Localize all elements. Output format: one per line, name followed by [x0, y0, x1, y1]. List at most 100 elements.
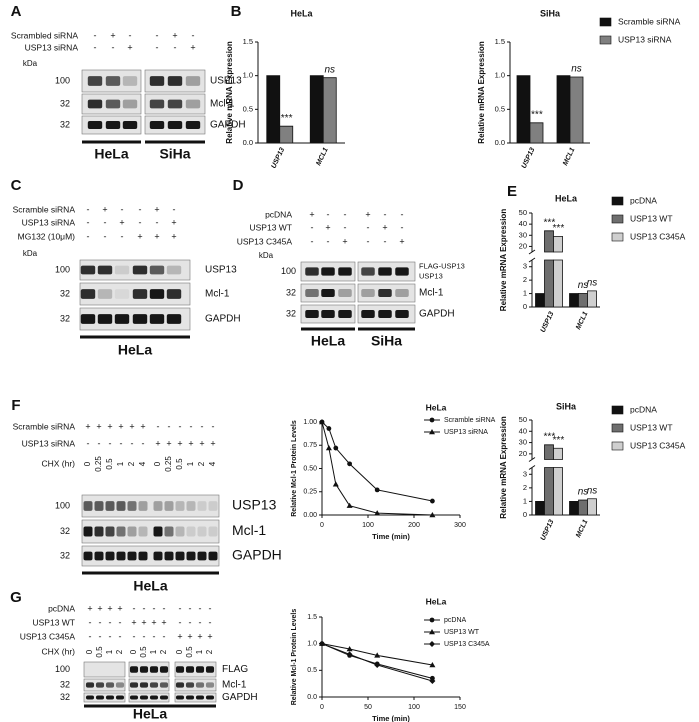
- treatment-sign: +: [172, 30, 177, 40]
- blot-membrane: [128, 678, 170, 692]
- point: [374, 652, 381, 658]
- blot-band: [129, 666, 139, 673]
- blot-band: [159, 682, 169, 688]
- treatment-sign: -: [89, 617, 92, 627]
- blot-band: [166, 289, 182, 299]
- blot-band: [132, 314, 148, 324]
- treatment-sign: -: [133, 603, 136, 613]
- blot-band: [94, 501, 104, 511]
- y-tick-label: 1.00: [303, 419, 317, 426]
- mw-marker: 100: [281, 266, 296, 276]
- y-tick-label: 20: [519, 449, 527, 458]
- legend-swatch: [611, 441, 624, 451]
- mw-marker: 32: [60, 288, 70, 298]
- blot-band: [378, 310, 392, 318]
- y-tick-label: 1.5: [243, 37, 253, 46]
- blot-band: [114, 314, 130, 324]
- mw-marker: 32: [286, 287, 296, 297]
- blot-band: [97, 314, 113, 324]
- blot-band: [175, 682, 185, 688]
- bar: [309, 75, 324, 144]
- treatment-sign: -: [192, 30, 195, 40]
- blot-band: [395, 289, 409, 297]
- blot-band: [175, 666, 185, 673]
- treatment-sign: -: [112, 42, 115, 52]
- y-tick-label: 30: [519, 230, 527, 239]
- legend-label: USP13 C345A: [444, 641, 490, 648]
- chx-time: 0: [153, 461, 162, 466]
- blot-band: [208, 501, 218, 511]
- treatment-sign: +: [382, 222, 387, 232]
- treatment-name: MG132 (10μM): [18, 231, 75, 241]
- blot-band: [305, 267, 319, 276]
- chx-time: 2: [115, 649, 124, 654]
- chx-time: 0.5: [175, 458, 184, 470]
- blot-band: [105, 551, 115, 561]
- blot-band: [149, 666, 159, 673]
- protein-label: Mcl-1: [232, 522, 266, 538]
- blot-band: [153, 526, 163, 537]
- treatment-sign: +: [154, 231, 159, 241]
- blot-band: [208, 551, 218, 561]
- protein-label: GAPDH: [205, 314, 241, 325]
- blot-band: [116, 501, 126, 511]
- point: [346, 646, 353, 652]
- y-axis-label: Relative Mcl-1 Protein Levels: [291, 609, 298, 706]
- blot-membrane: [174, 678, 217, 692]
- legend-marker: [429, 429, 435, 435]
- point: [346, 502, 353, 508]
- bar: [587, 290, 597, 308]
- blot-membrane: [128, 661, 170, 678]
- blot-band: [80, 314, 96, 324]
- blot-band: [197, 526, 207, 537]
- treatment-sign: +: [342, 236, 347, 246]
- y-tick-label: 0.0: [307, 694, 317, 701]
- treatment-sign: -: [367, 222, 370, 232]
- blot-band: [127, 501, 137, 511]
- blot-band: [195, 666, 205, 673]
- blot-band: [149, 265, 165, 275]
- y-tick-label: 30: [519, 438, 527, 447]
- point: [374, 510, 381, 516]
- blot-band: [395, 310, 409, 318]
- blot-band: [106, 666, 114, 673]
- treatment-sign: -: [327, 236, 330, 246]
- blot-band: [97, 265, 113, 275]
- protein-label: FLAG: [222, 664, 248, 675]
- chx-time: 1: [116, 461, 125, 466]
- treatment-sign: +: [129, 421, 134, 431]
- chx-time: 1: [186, 461, 195, 466]
- treatment-sign: +: [207, 631, 212, 641]
- treatment-sign: -: [179, 617, 182, 627]
- point: [429, 512, 436, 518]
- chart-title: HeLa: [426, 596, 447, 606]
- treatment-sign: +: [87, 603, 92, 613]
- protein-label: USP13: [205, 265, 237, 276]
- blot-band: [87, 76, 103, 86]
- chart-title: SiHa: [556, 401, 577, 411]
- blot-band: [149, 314, 165, 324]
- blot-band: [127, 551, 137, 561]
- legend-swatch: [599, 17, 612, 27]
- axis-break: [528, 465, 536, 470]
- treatment-name: USP13 WT: [32, 617, 75, 627]
- blot-band: [195, 695, 205, 700]
- treatment-sign: -: [153, 631, 156, 641]
- blot-band: [195, 682, 205, 688]
- blot-band: [105, 99, 121, 109]
- treatment-name: USP13 siRNA: [25, 42, 79, 52]
- x-tick-label: 300: [454, 522, 466, 529]
- blot-band: [94, 551, 104, 561]
- blot-band: [105, 121, 121, 129]
- blot-band: [175, 501, 185, 511]
- significance: ***: [280, 113, 293, 124]
- blot-band: [132, 265, 148, 275]
- y-tick-label: 50: [519, 415, 527, 424]
- treatment-name: USP13 siRNA: [22, 217, 76, 227]
- legend-label: Scramble siRNA: [444, 417, 496, 424]
- treatment-name: USP13 C345A: [237, 236, 293, 246]
- y-tick-label: 3: [523, 262, 527, 271]
- treatment-sign: +: [166, 438, 171, 448]
- cell-line: HeLa: [133, 578, 167, 594]
